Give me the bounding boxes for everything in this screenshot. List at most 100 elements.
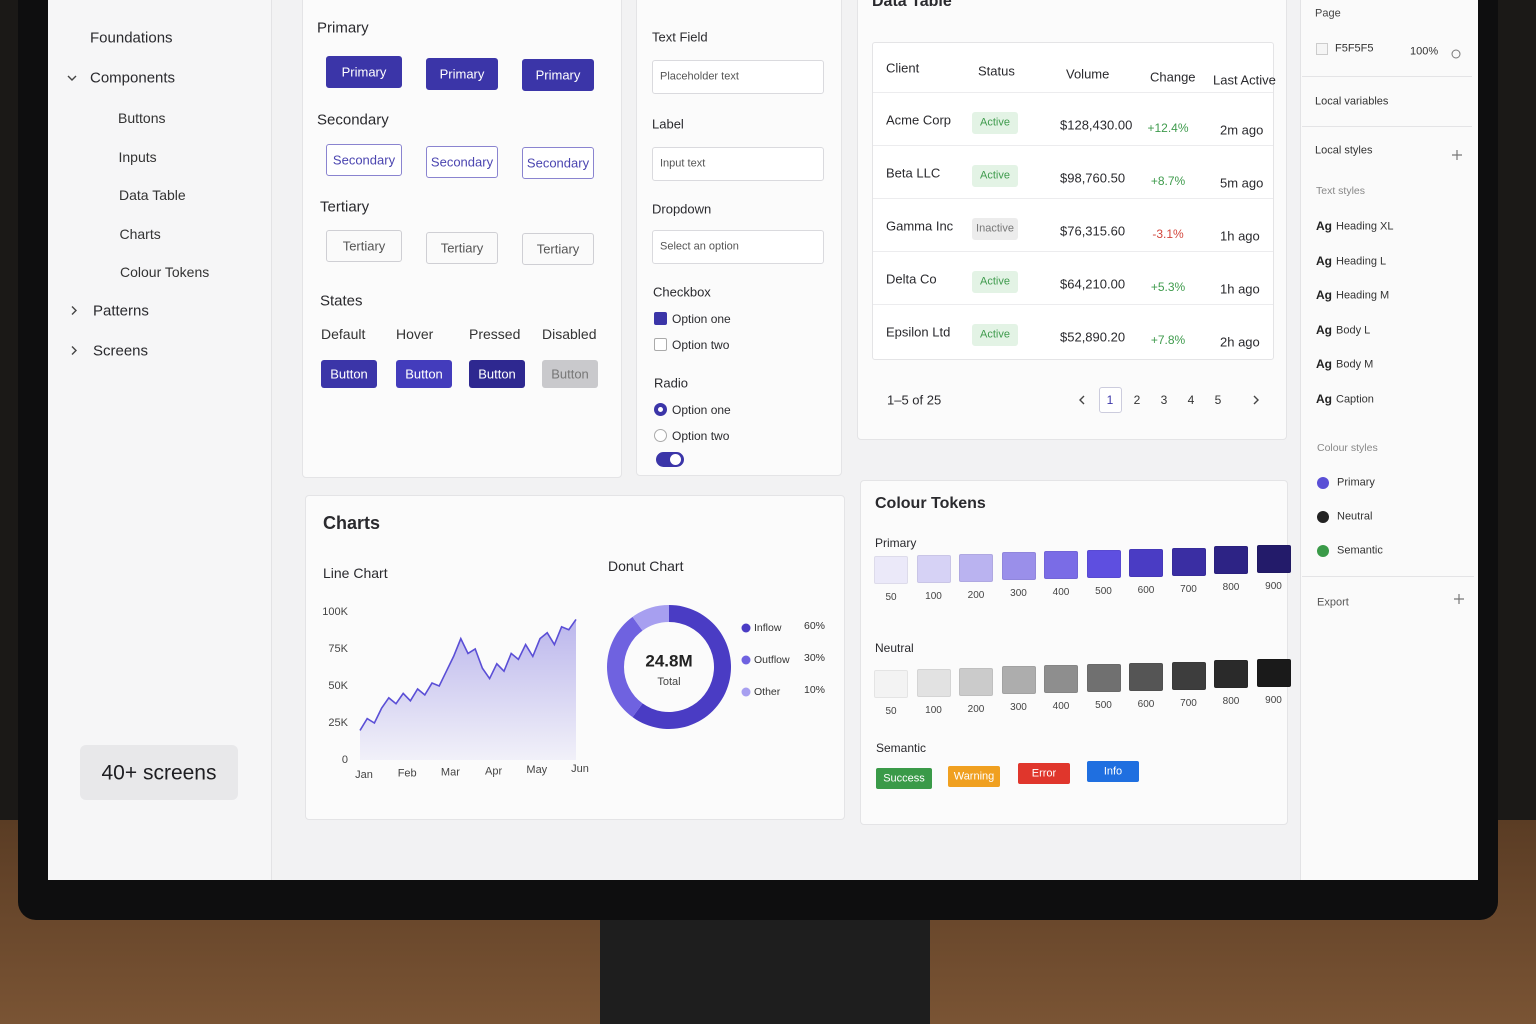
divider xyxy=(1302,576,1474,577)
button-label[interactable]: Tertiary xyxy=(342,238,386,254)
text-style-prefix: Ag xyxy=(1316,288,1332,303)
page-current[interactable] xyxy=(1099,387,1122,413)
page-number[interactable]: 4 xyxy=(1187,393,1195,407)
swatch-step: 800 xyxy=(1222,582,1240,594)
button-label[interactable]: Tertiary xyxy=(440,240,484,255)
radio[interactable] xyxy=(654,403,667,416)
input-box[interactable] xyxy=(652,147,824,181)
input-text[interactable]: Input text xyxy=(660,157,706,170)
state-button-label[interactable]: Button xyxy=(330,366,368,382)
radio-label[interactable]: Option two xyxy=(672,429,730,443)
column-header: Status xyxy=(978,63,1015,79)
swatch-step: 100 xyxy=(925,704,942,716)
colour-dot xyxy=(1317,511,1329,523)
text-style-name[interactable]: Caption xyxy=(1336,393,1374,406)
state-button[interactable] xyxy=(542,360,598,388)
swatch-step: 800 xyxy=(1222,696,1240,708)
cell: 5m ago xyxy=(1220,175,1264,191)
state-button[interactable] xyxy=(396,360,452,388)
nav-item[interactable]: Patterns xyxy=(93,302,149,319)
button[interactable] xyxy=(326,56,402,88)
button-label[interactable]: Secondary xyxy=(332,152,396,168)
page-number[interactable]: 5 xyxy=(1214,393,1222,407)
row-divider xyxy=(873,145,1273,146)
button-label[interactable]: Primary xyxy=(535,67,581,83)
nav-subitem[interactable]: Buttons xyxy=(118,110,166,126)
input-box[interactable] xyxy=(652,230,824,264)
nav-subitem[interactable]: Charts xyxy=(119,225,161,242)
swatch xyxy=(1086,664,1121,692)
colour-style-name[interactable]: Primary xyxy=(1337,476,1375,489)
semantic-chip xyxy=(1018,763,1070,784)
input-text[interactable]: Select an option xyxy=(660,240,739,253)
inspector-label[interactable]: Local variables xyxy=(1315,95,1389,108)
input-box[interactable] xyxy=(652,60,824,94)
button[interactable] xyxy=(522,147,594,179)
button[interactable] xyxy=(426,145,498,178)
button-label[interactable]: Tertiary xyxy=(536,241,580,257)
button[interactable] xyxy=(522,59,594,91)
button[interactable] xyxy=(326,230,402,262)
text-style-name[interactable]: Heading L xyxy=(1336,255,1387,268)
text-style-name[interactable]: Heading XL xyxy=(1336,220,1394,233)
inspector-label[interactable]: Export xyxy=(1317,596,1349,609)
button-label[interactable]: Primary xyxy=(439,66,485,81)
nav-item[interactable]: Screens xyxy=(93,342,149,359)
input-text[interactable]: Placeholder text xyxy=(660,70,739,83)
divider xyxy=(1302,126,1472,127)
nav-subitem[interactable]: Inputs xyxy=(118,148,157,165)
state-button-label[interactable]: Button xyxy=(551,366,589,382)
inspector-label[interactable]: Local styles xyxy=(1315,144,1373,157)
state-button-label[interactable]: Button xyxy=(478,366,516,382)
swatch-step: 200 xyxy=(967,703,985,715)
status: Inactive xyxy=(976,222,1014,234)
checkbox[interactable] xyxy=(654,312,667,325)
semantic-label: Semantic xyxy=(876,741,927,755)
page-number[interactable]: 2 xyxy=(1133,393,1141,407)
nav-item[interactable]: Foundations xyxy=(90,29,173,47)
page-number[interactable]: 3 xyxy=(1160,393,1168,407)
swatch xyxy=(1044,665,1078,694)
chart-title: Line Chart xyxy=(323,565,388,581)
field-label: Text Field xyxy=(652,29,708,45)
status: Active xyxy=(980,328,1010,340)
page-number[interactable]: 1 xyxy=(1106,393,1114,407)
nav-subitem[interactable]: Data Table xyxy=(119,187,186,203)
text-style-prefix: Ag xyxy=(1316,253,1332,268)
swatch-step: 400 xyxy=(1052,587,1070,599)
colour-style-name[interactable]: Semantic xyxy=(1337,544,1383,557)
text-style-prefix: Ag xyxy=(1316,322,1332,337)
radio-label[interactable]: Option one xyxy=(672,403,731,417)
state-button-label[interactable]: Button xyxy=(405,366,443,382)
nav-item[interactable]: Components xyxy=(90,69,176,87)
button-label[interactable]: Secondary xyxy=(526,155,590,171)
status-pill xyxy=(972,270,1018,293)
button[interactable] xyxy=(426,57,498,90)
colour-style-name[interactable]: Neutral xyxy=(1337,510,1373,523)
status: Active xyxy=(980,275,1010,287)
state-label: Pressed xyxy=(469,326,521,342)
state-button[interactable] xyxy=(469,360,525,388)
button[interactable] xyxy=(522,233,594,265)
semantic-chip-label: Warning xyxy=(953,770,995,782)
cell: $52,890.20 xyxy=(1060,329,1126,345)
checkbox-label[interactable]: Option two xyxy=(672,338,730,352)
button[interactable] xyxy=(426,231,498,264)
nav-subitem[interactable]: Colour Tokens xyxy=(120,264,210,280)
text-style-name[interactable]: Body M xyxy=(1336,358,1374,371)
chart-title: Donut Chart xyxy=(608,558,684,574)
radio[interactable] xyxy=(654,429,667,442)
button-label[interactable]: Primary xyxy=(341,64,387,80)
button-label[interactable]: Secondary xyxy=(430,154,494,169)
checkbox[interactable] xyxy=(654,338,667,351)
button[interactable] xyxy=(326,144,402,176)
checkbox-label[interactable]: Option one xyxy=(672,312,731,326)
swatch-step: 300 xyxy=(1010,702,1027,714)
status: Active xyxy=(980,169,1010,181)
inspector-panel xyxy=(1300,0,1478,880)
text-style-name[interactable]: Heading M xyxy=(1336,289,1390,302)
change: +12.4% xyxy=(1147,120,1189,135)
state-button[interactable] xyxy=(321,360,377,388)
text-style-name[interactable]: Body L xyxy=(1336,324,1371,337)
